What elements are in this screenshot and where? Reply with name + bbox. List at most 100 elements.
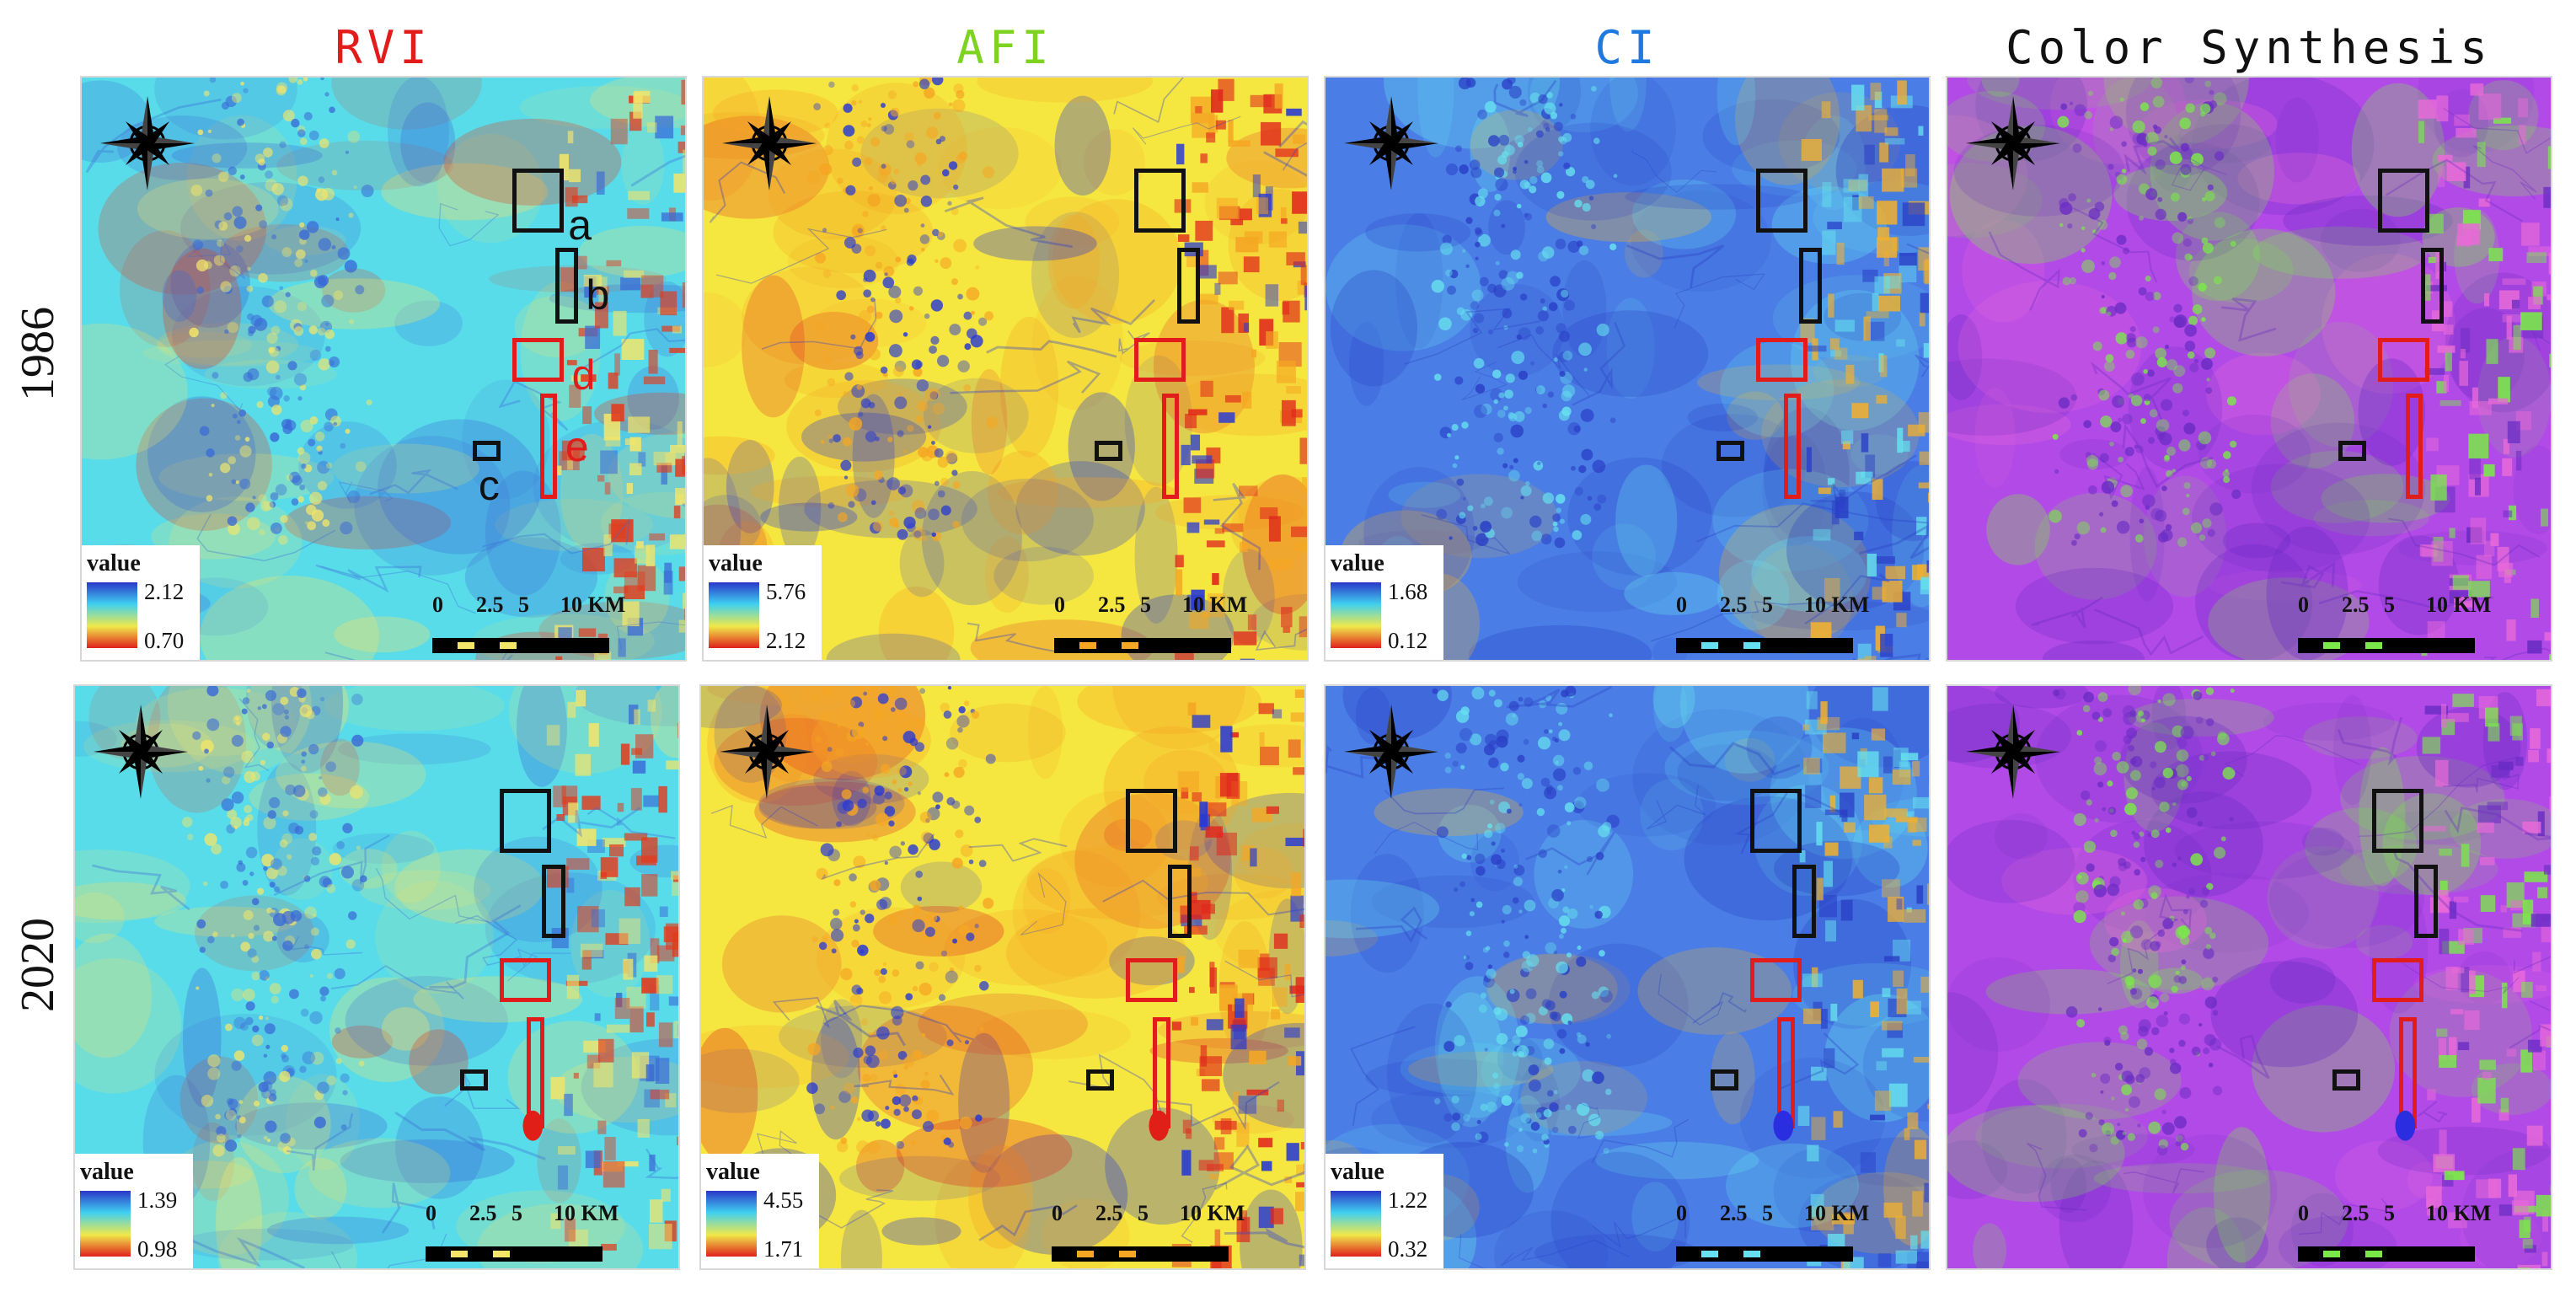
study-area-box-d: [1750, 958, 1802, 1003]
value-legend: value 1.68 0.12: [1325, 545, 1443, 660]
legend-min-value: 0.98: [137, 1236, 178, 1262]
scale-segment: [458, 642, 474, 649]
study-area-box-b: [1176, 247, 1200, 324]
scale-tick-label: 0: [426, 1201, 436, 1225]
study-area-box-b: [554, 247, 578, 324]
scale-tick-label: 0: [2298, 592, 2309, 617]
study-area-box-d: [1126, 958, 1178, 1003]
map-panel: value 1.22 0.32 0 2.5 5 10 KM: [1324, 684, 1931, 1270]
scale-tick-label: 2.5: [469, 1201, 497, 1225]
scale-track: [432, 638, 609, 653]
study-area-box-b: [2414, 864, 2438, 938]
scale-bar: 0 2.5 5 10 KM: [1676, 592, 1887, 653]
scale-segment: [1122, 642, 1138, 649]
scale-track: [1676, 1246, 1853, 1262]
scale-segment: [500, 642, 517, 649]
scale-track: [426, 1246, 602, 1262]
value-legend: value 4.55 1.71: [701, 1154, 819, 1268]
north-arrow-icon: [720, 705, 814, 799]
scale-segment: [1743, 1251, 1760, 1257]
legend-color-ramp: [1331, 1191, 1381, 1257]
map-panel: 0 2.5 5 10 KM: [1946, 684, 2552, 1270]
scale-segment: [1743, 642, 1760, 649]
scale-segment: [493, 1251, 510, 1257]
scale-tick-label: 10 KM: [1182, 592, 1248, 617]
legend-min-value: 0.32: [1388, 1236, 1428, 1262]
legend-max-value: 2.12: [144, 579, 185, 604]
scale-tick-label: 2.5: [1095, 1201, 1123, 1225]
north-arrow-icon: [100, 96, 195, 190]
scale-tick-label: 2.5: [2342, 592, 2370, 617]
study-area-box-d: [2378, 338, 2430, 383]
study-area-box-b: [542, 864, 565, 938]
legend-color-ramp: [80, 1191, 131, 1257]
column-title-rvi: RVI: [335, 21, 432, 74]
study-area-box-e: [539, 394, 557, 500]
study-area-box-a: [2372, 788, 2424, 854]
scale-bar: 0 2.5 5 10 KM: [432, 592, 643, 653]
scale-tick-label: 0: [1054, 592, 1065, 617]
legend-max-value: 1.22: [1388, 1187, 1428, 1213]
study-area-box-b: [1798, 247, 1822, 324]
scale-tick-label: 0: [1676, 1201, 1687, 1225]
scale-tick-label: 5: [1762, 1201, 1773, 1225]
study-area-box-c: [1716, 440, 1744, 462]
legend-color-ramp: [87, 582, 137, 648]
legend-min-value: 0.70: [144, 628, 185, 653]
study-area-box-b: [1168, 864, 1192, 938]
study-area-box-a: [1756, 168, 1808, 233]
study-area-box-c: [460, 1069, 488, 1091]
scale-tick-label: 2.5: [1098, 592, 1126, 617]
legend-color-ramp: [709, 582, 759, 648]
scale-tick-label: 0: [2298, 1201, 2309, 1225]
scale-tick-label: 0: [1676, 592, 1687, 617]
scale-tick-label: 10 KM: [1804, 1201, 1870, 1225]
legend-title: value: [80, 1159, 134, 1185]
scale-track: [2298, 638, 2475, 653]
scale-segment: [1119, 1251, 1136, 1257]
legend-title: value: [1331, 550, 1384, 576]
scale-segment: [2323, 642, 2340, 649]
legend-max-value: 4.55: [763, 1187, 804, 1213]
scale-segment: [451, 1251, 468, 1257]
scale-tick-label: 2.5: [1720, 592, 1748, 617]
scale-track: [1676, 638, 1853, 653]
scale-tick-label: 5: [511, 1201, 522, 1225]
study-area-box-a: [1750, 788, 1802, 854]
legend-min-value: 0.12: [1388, 628, 1428, 653]
legend-color-ramp: [1331, 582, 1381, 648]
study-area-label-a: a: [568, 201, 592, 249]
map-raster: [704, 78, 1307, 660]
map-panel: 0 2.5 5 10 KM: [1946, 76, 2552, 662]
scale-tick-label: 5: [1138, 1201, 1149, 1225]
scale-tick-label: 5: [1762, 592, 1773, 617]
scale-track: [2298, 1246, 2475, 1262]
scale-segment: [1701, 642, 1718, 649]
scale-bar: 0 2.5 5 10 KM: [2298, 1201, 2509, 1262]
study-area-box-c: [1711, 1069, 1738, 1091]
scale-tick-label: 10 KM: [560, 592, 626, 617]
north-arrow-icon: [1344, 705, 1438, 799]
study-area-label-e: e: [565, 422, 589, 470]
study-area-box-d: [2372, 958, 2424, 1003]
map-raster: [701, 686, 1304, 1268]
row-label-1986: 1986: [0, 228, 76, 480]
legend-max-value: 1.39: [137, 1187, 178, 1213]
column-title-afi: AFI: [956, 21, 1054, 74]
scale-tick-label: 5: [518, 592, 529, 617]
urban-centre-marker: [522, 1110, 544, 1141]
scale-segment: [2365, 642, 2382, 649]
legend-min-value: 1.71: [763, 1236, 804, 1262]
value-legend: value 1.39 0.98: [75, 1154, 193, 1268]
row-label-1986-text: 1986: [12, 307, 64, 401]
study-area-label-d: d: [571, 351, 596, 399]
scale-tick-label: 5: [2384, 592, 2395, 617]
scale-segment: [1077, 1251, 1094, 1257]
legend-color-ramp: [706, 1191, 757, 1257]
scale-tick-label: 2.5: [2342, 1201, 2370, 1225]
study-area-box-e: [1161, 394, 1179, 500]
scale-tick-label: 0: [1052, 1201, 1063, 1225]
scale-segment: [2365, 1251, 2382, 1257]
scale-segment: [2323, 1251, 2340, 1257]
scale-tick-label: 0: [432, 592, 443, 617]
